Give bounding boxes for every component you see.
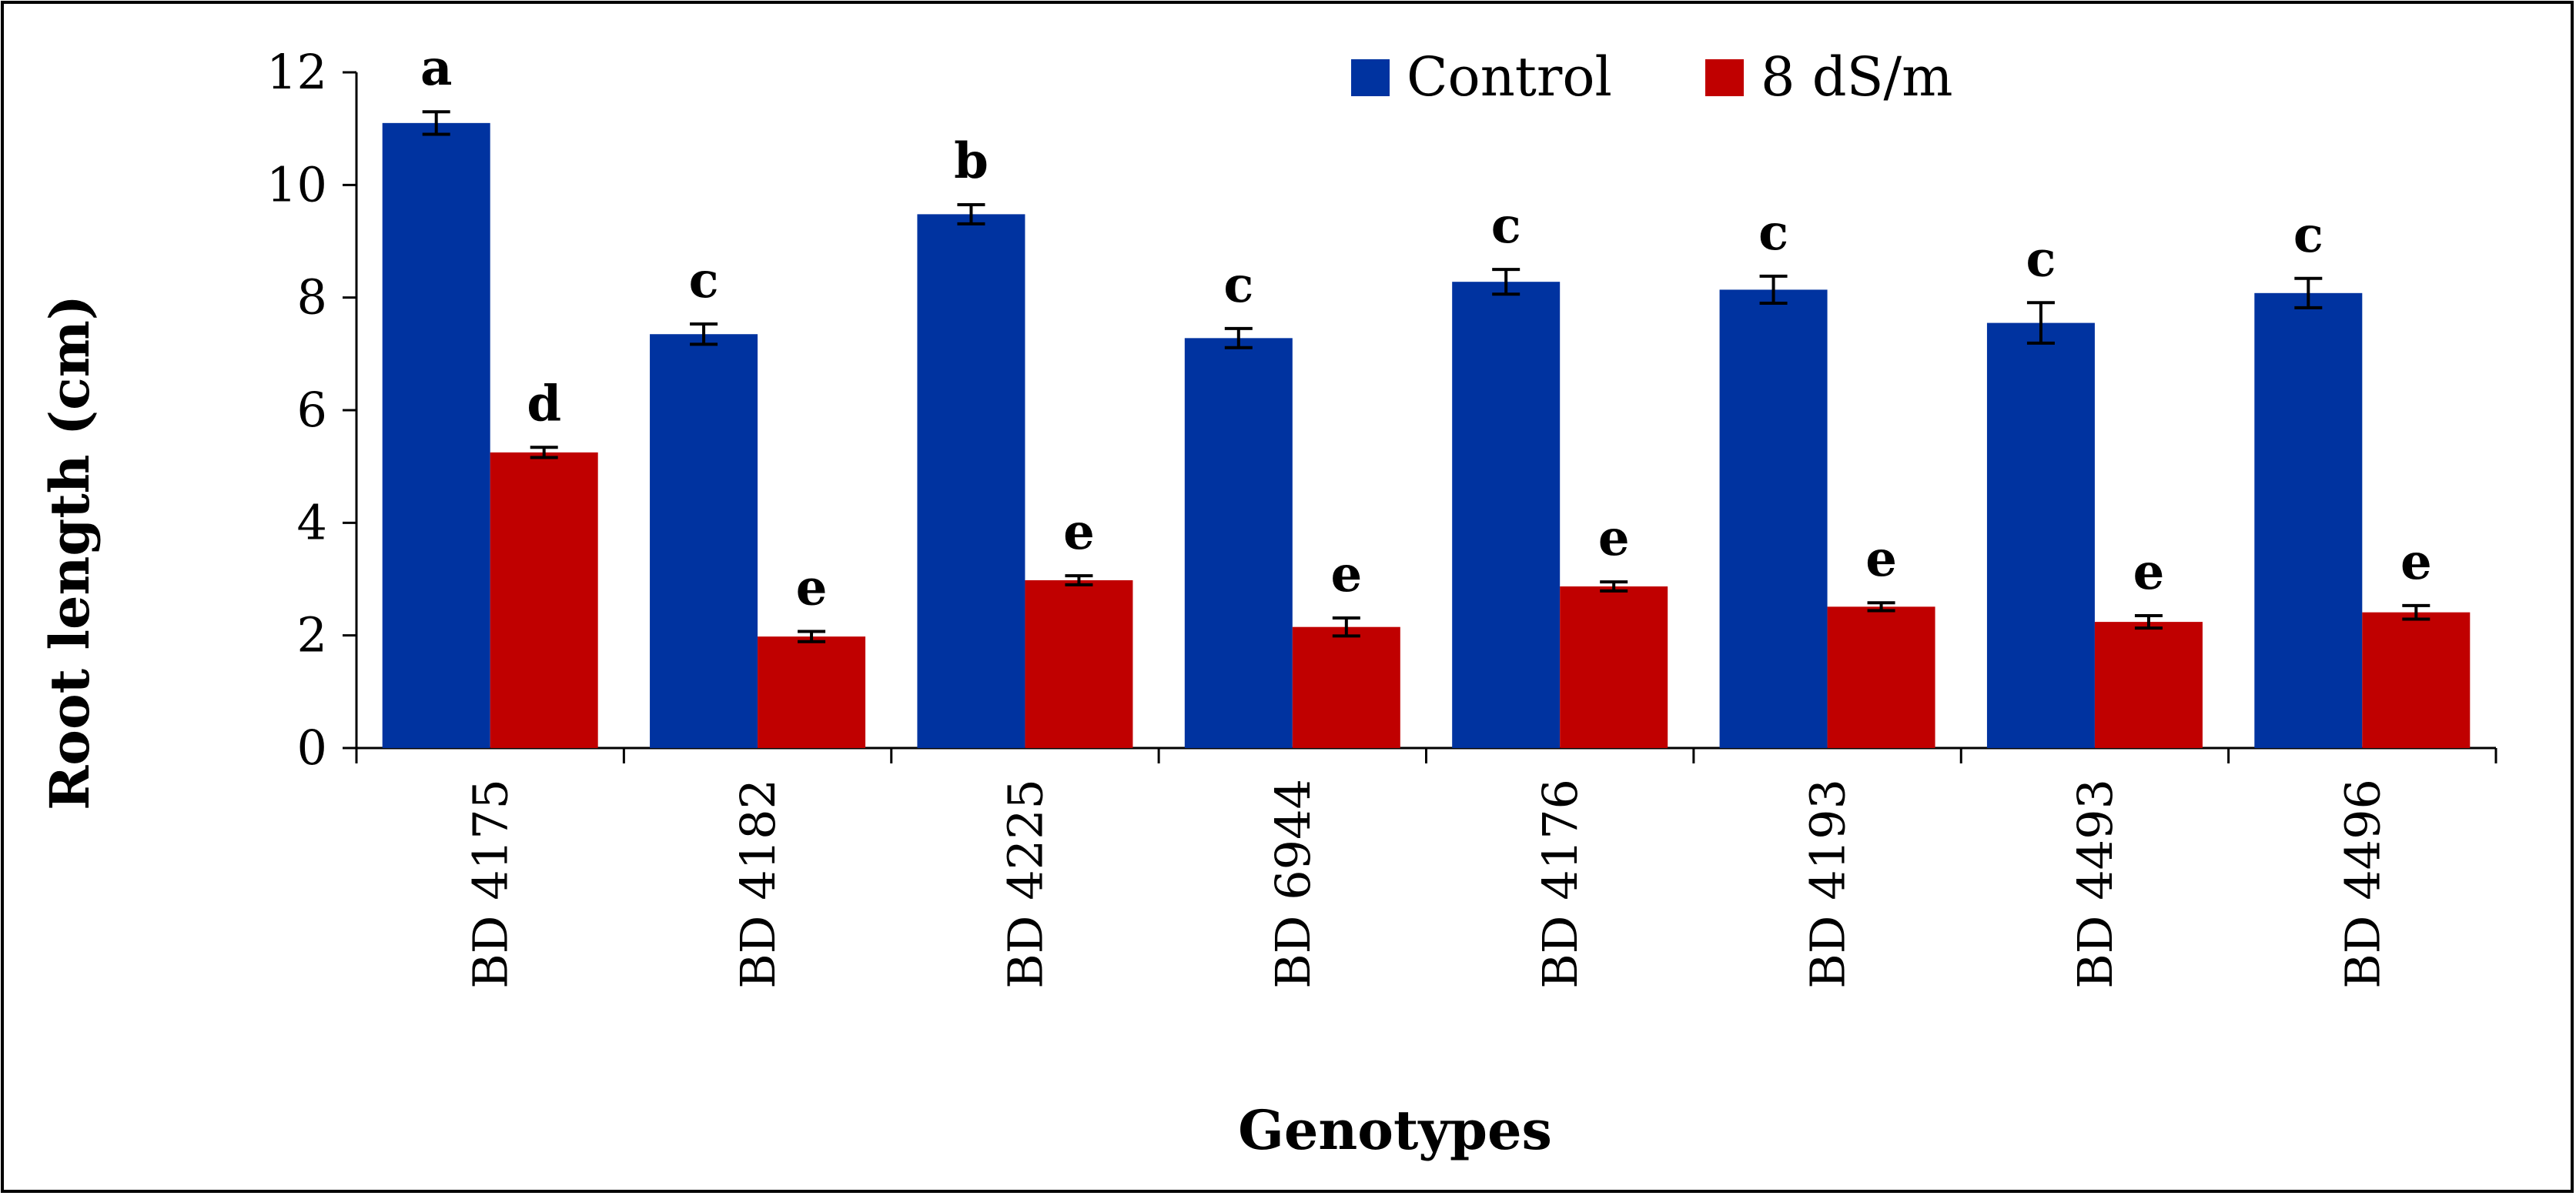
- category-label: BD 4175: [463, 779, 519, 989]
- bar: [1025, 579, 1133, 748]
- legend-label: Control: [1407, 45, 1612, 109]
- significance-label: c: [1758, 204, 1788, 262]
- category-label: BD 4225: [997, 779, 1053, 989]
- category-label: BD 4496: [2334, 779, 2390, 989]
- category-label: BD 4182: [730, 779, 786, 989]
- category-label: BD 4193: [1800, 779, 1856, 989]
- significance-label: c: [1223, 256, 1253, 314]
- bar: [1719, 289, 1828, 748]
- significance-label: e: [1598, 509, 1630, 567]
- y-tick-label: 8: [297, 269, 327, 326]
- significance-label: d: [527, 375, 561, 433]
- significance-label: c: [2293, 206, 2323, 264]
- significance-label: e: [1865, 530, 1897, 588]
- significance-label: e: [2400, 533, 2432, 591]
- bar: [650, 334, 758, 749]
- legend-swatch: [1351, 59, 1390, 96]
- y-tick-label: 4: [297, 494, 327, 550]
- bar: [758, 636, 866, 748]
- significance-label: c: [1491, 197, 1521, 255]
- category-label: BD 4176: [1532, 779, 1588, 989]
- bar: [1827, 606, 1935, 748]
- bar: [1560, 586, 1668, 748]
- bar: [2094, 622, 2203, 748]
- significance-label: e: [2133, 543, 2165, 601]
- bar: [382, 122, 490, 749]
- significance-label: e: [1063, 503, 1095, 561]
- significance-label: e: [796, 559, 828, 617]
- bar: [490, 452, 598, 748]
- significance-label: c: [689, 252, 719, 309]
- category-label: BD 4493: [2067, 779, 2123, 989]
- significance-label: c: [2026, 230, 2056, 288]
- y-tick-label: 6: [297, 382, 327, 438]
- significance-label: e: [1330, 546, 1362, 603]
- bar: [2254, 292, 2363, 748]
- bar: [2362, 612, 2471, 748]
- bar: [1184, 338, 1293, 748]
- significance-label: a: [420, 39, 452, 97]
- y-tick-label: 12: [266, 44, 327, 100]
- y-tick-label: 0: [297, 720, 327, 776]
- category-label: BD 6944: [1265, 779, 1321, 989]
- legend-swatch: [1705, 59, 1744, 96]
- y-axis-title: Root length (cm): [38, 295, 102, 810]
- x-axis-title: Genotypes: [1238, 1098, 1552, 1162]
- y-tick-label: 10: [266, 156, 327, 212]
- bar: [1452, 282, 1561, 748]
- legend: Control 8 dS/m: [1351, 45, 1953, 109]
- bar: [1986, 322, 2095, 748]
- bar: [1292, 626, 1400, 748]
- significance-label: b: [954, 132, 989, 190]
- legend-label: 8 dS/m: [1761, 45, 1953, 109]
- bar: [917, 214, 1025, 748]
- y-tick-label: 2: [297, 607, 327, 663]
